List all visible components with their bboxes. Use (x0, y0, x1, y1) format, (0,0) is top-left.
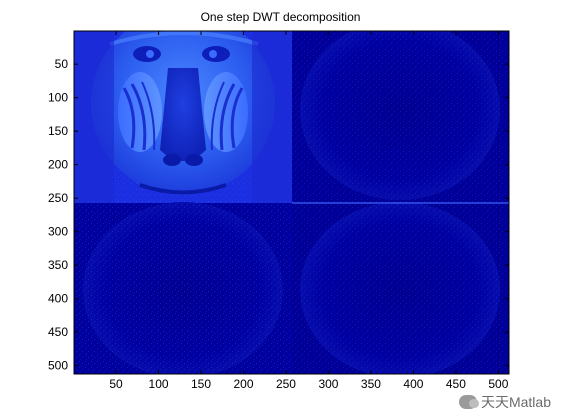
y-tick-label: 250 (48, 191, 68, 205)
y-tick-label: 400 (48, 292, 68, 306)
x-tick-label: 100 (149, 377, 169, 391)
y-tick-label: 150 (48, 124, 68, 138)
wechat-icon (458, 395, 479, 409)
x-tick-label: 150 (191, 377, 211, 391)
y-tick-label: 100 (48, 91, 68, 105)
x-tick-label: 450 (446, 377, 466, 391)
lh-subband (74, 202, 292, 374)
plot-title: One step DWT decomposition (200, 10, 361, 24)
y-tick-label: 500 (48, 359, 68, 373)
y-tick-label: 200 (48, 158, 68, 172)
watermark: 天天Matlab (458, 392, 551, 412)
x-tick-label: 350 (361, 377, 381, 391)
y-tick-label: 50 (55, 57, 69, 71)
x-tick-label: 200 (233, 377, 253, 391)
x-tick-label: 500 (488, 377, 508, 391)
hl-subband (292, 31, 509, 203)
x-tick-label: 300 (318, 377, 338, 391)
y-tick-label: 350 (48, 258, 68, 272)
x-tick-label: 400 (403, 377, 423, 391)
watermark-text: 天天Matlab (480, 394, 551, 410)
axis-ticks: 50 100 150 200 250 300 350 400 450 500 50 100 150 200… (48, 31, 509, 391)
ll-subband (74, 31, 292, 203)
y-tick-label: 300 (48, 225, 68, 239)
x-tick-label: 50 (109, 377, 123, 391)
axes-frame (73, 30, 510, 375)
hh-subband (292, 202, 509, 374)
x-tick-label: 250 (276, 377, 296, 391)
y-tick-label: 450 (48, 325, 68, 339)
